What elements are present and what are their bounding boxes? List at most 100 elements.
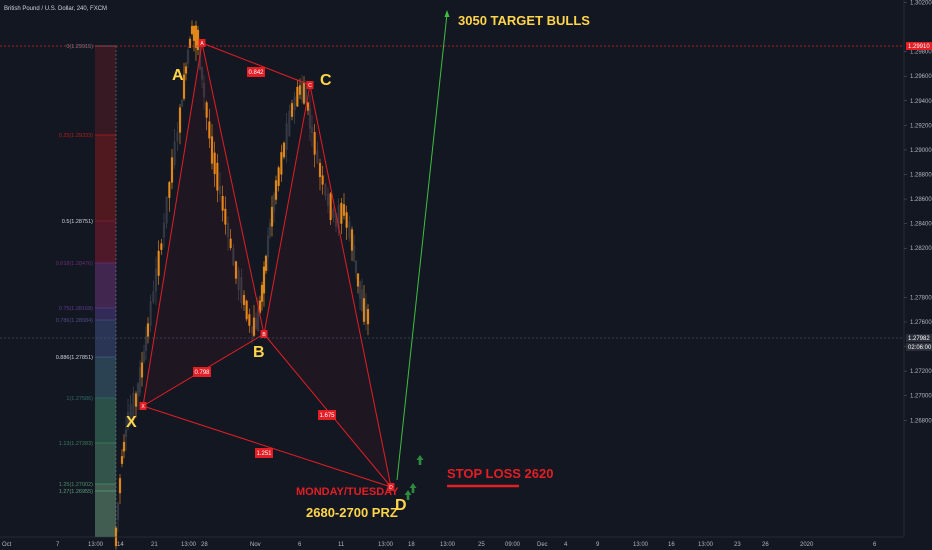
candle (298, 78, 302, 100)
candle-body (221, 196, 224, 211)
candle (240, 268, 243, 309)
price-badge: 02:06:00 (906, 343, 932, 351)
candle (173, 129, 176, 169)
price-badge: 1.29910 (906, 42, 932, 50)
candle (248, 308, 251, 333)
candle-body (326, 194, 330, 206)
candle-body (154, 268, 158, 292)
candle-body (242, 295, 246, 305)
candle-body (280, 152, 283, 175)
candle (358, 280, 362, 311)
candle (245, 299, 248, 322)
candle-body (124, 429, 128, 437)
fib-level-label: 1(1.27586) (66, 396, 93, 402)
candle (144, 326, 148, 360)
candle-body (142, 351, 146, 363)
candle-body (226, 222, 230, 238)
y-tick-label: 1.30200 (910, 0, 932, 6)
candle-body (272, 193, 276, 213)
candle (362, 285, 366, 325)
candle (329, 192, 332, 225)
x-tick-label: Nov (250, 542, 261, 548)
candle (182, 62, 186, 101)
candle-body (254, 317, 258, 329)
price-axis: 1.30200 1.29800 1.29600 1.29400 1.29200 1.290… (903, 0, 932, 550)
y-tick-label: 1.29600 (910, 74, 932, 80)
time-axis: Oct 7 13:00 14 21 13:00 28 Nov 6 11 13:00 18 13:00 25… (0, 536, 904, 548)
candle-body (345, 212, 348, 228)
bcd-triangle (264, 85, 391, 487)
candle (192, 25, 196, 52)
candle (152, 280, 155, 305)
fib-band (95, 320, 116, 357)
candle-body (176, 131, 179, 142)
candles (114, 20, 370, 550)
candle-body (354, 260, 358, 273)
candle (160, 238, 163, 255)
candle (213, 141, 216, 187)
x-tick-label: 6 (298, 542, 302, 548)
fib-level-label: 1.27(1.26955) (59, 489, 93, 495)
point-tag: X (139, 402, 147, 410)
candle-body (224, 208, 227, 225)
candle (200, 66, 204, 89)
candle (366, 303, 370, 336)
candle (262, 261, 266, 307)
candle (268, 218, 272, 240)
candle (316, 141, 319, 164)
candle (266, 227, 270, 272)
x-tick-label: Oct (2, 542, 12, 548)
point-tag: B (260, 330, 268, 338)
x-tick-label: 4 (564, 542, 568, 548)
candle-body (237, 269, 240, 291)
candle (146, 317, 150, 344)
prz-label: 2680-2700 PRZ (306, 505, 398, 520)
candle (124, 416, 128, 451)
y-tick-label: 1.27200 (910, 369, 932, 375)
candle (224, 196, 227, 235)
candle-body (186, 49, 190, 64)
x-tick-label: 13:00 (88, 542, 104, 548)
candle-body (190, 26, 194, 34)
point-tag: C (306, 81, 314, 89)
candle-body (196, 29, 200, 51)
candle-body (134, 393, 138, 407)
candle (313, 124, 316, 168)
candle (332, 206, 335, 223)
candle (270, 195, 274, 237)
candle (129, 394, 132, 427)
pattern-leg-cd (309, 84, 392, 488)
candle-body (184, 66, 188, 74)
candle (242, 290, 246, 311)
candle (126, 398, 130, 431)
candle-body (160, 243, 163, 250)
fib-band (95, 221, 116, 263)
candle (142, 344, 146, 364)
candle-body (205, 102, 208, 118)
xab-triangle (143, 43, 264, 406)
y-tick-label: 1.27600 (910, 320, 932, 326)
y-tick-label: 1.29000 (910, 148, 932, 154)
point-tag: D (387, 483, 395, 491)
candle (234, 260, 238, 285)
candle-body (140, 362, 144, 378)
candle (356, 273, 360, 294)
candle (165, 196, 168, 229)
candle (229, 229, 232, 251)
candle (288, 104, 291, 138)
pattern-leg-xd (142, 405, 392, 488)
candle (116, 501, 120, 533)
point-tag-label: D (389, 485, 393, 491)
candle (132, 386, 135, 424)
candle-body (356, 273, 360, 287)
candle-body (232, 247, 235, 266)
x-tick-label: 13:00 (440, 542, 456, 548)
candle-body (277, 167, 280, 186)
candle-body (132, 392, 135, 421)
candle (264, 254, 268, 274)
candle (296, 79, 299, 108)
bullish-arrow-icon (416, 455, 424, 465)
candle-body (168, 182, 171, 198)
x-tick-label: 9 (596, 542, 600, 548)
symbol-header: British Pound / U.S. Dollar, 240, FXCM (4, 6, 107, 12)
